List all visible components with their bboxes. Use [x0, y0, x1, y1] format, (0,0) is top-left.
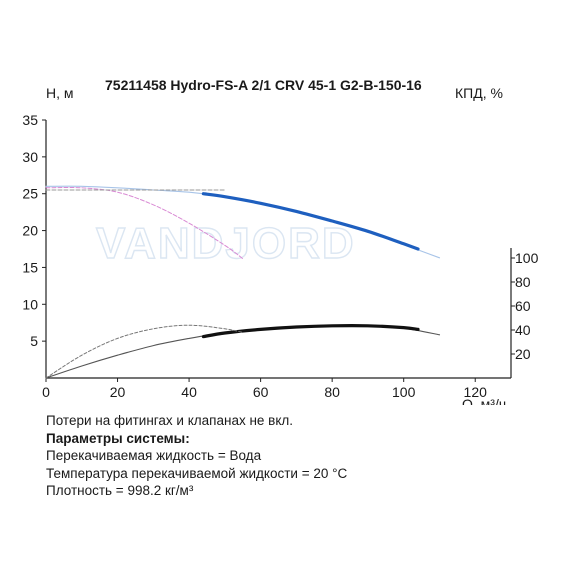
y-tick-label: 25 [22, 186, 38, 202]
series-line-4 [45, 324, 441, 379]
x-tick-label: 0 [42, 384, 50, 400]
ticks-layer: 5 10 15 20 25 30 35 0 20 40 60 80 100 120 20 40 60 80 100 [22, 112, 538, 400]
y2-tick-label: 80 [515, 274, 531, 290]
series-layer [45, 185, 441, 379]
x-tick-label: 40 [181, 384, 197, 400]
y2-tick-label: 100 [515, 250, 539, 266]
series-line-2 [45, 186, 244, 260]
chart-title: 75211458 Hydro-FS-A 2/1 CRV 45-1 G2-B-15… [105, 77, 422, 93]
series-line-1 [201, 192, 420, 251]
notes-block: Потери на фитингах и клапанах не вкл. Па… [46, 412, 347, 500]
y-tick-label: 30 [22, 149, 38, 165]
y-tick-label: 15 [22, 259, 38, 275]
note-fittings: Потери на фитингах и клапанах не вкл. [46, 413, 294, 428]
note-system-params-heading: Параметры системы: [46, 430, 190, 446]
x-tick-label: 20 [110, 384, 126, 400]
y-tick-label: 35 [22, 112, 38, 128]
x-axis-label: Q, м³/ч [462, 396, 506, 405]
y-tick-label: 20 [22, 223, 38, 239]
note-liquid: Перекачиваемая жидкость = Вода [46, 448, 262, 463]
y2-tick-label: 60 [515, 298, 531, 314]
watermark: VANDJORD [96, 219, 356, 268]
note-density: Плотность = 998.2 кг/м³ [46, 483, 194, 498]
y2-tick-label: 40 [515, 322, 531, 338]
x-tick-label: 80 [324, 384, 340, 400]
x-tick-label: 60 [253, 384, 269, 400]
y-tick-label: 10 [22, 296, 38, 312]
note-temperature: Температура перекачиваемой жидкости = 20… [46, 465, 348, 481]
y2-tick-label: 20 [515, 346, 531, 362]
y-axis-label: Н, м [46, 85, 74, 101]
x-tick-label: 100 [392, 384, 416, 400]
axes [42, 119, 515, 382]
series-line-5 [201, 324, 420, 339]
y-tick-label: 5 [30, 333, 38, 349]
x-tick-label: 120 [464, 384, 488, 400]
y2-axis-label: КПД, % [455, 85, 503, 101]
pump-curve-chart: VANDJORD Н, м 75211458 Hydro-FS-A 2/1 CR… [22, 77, 538, 405]
series-line-6 [45, 324, 244, 379]
